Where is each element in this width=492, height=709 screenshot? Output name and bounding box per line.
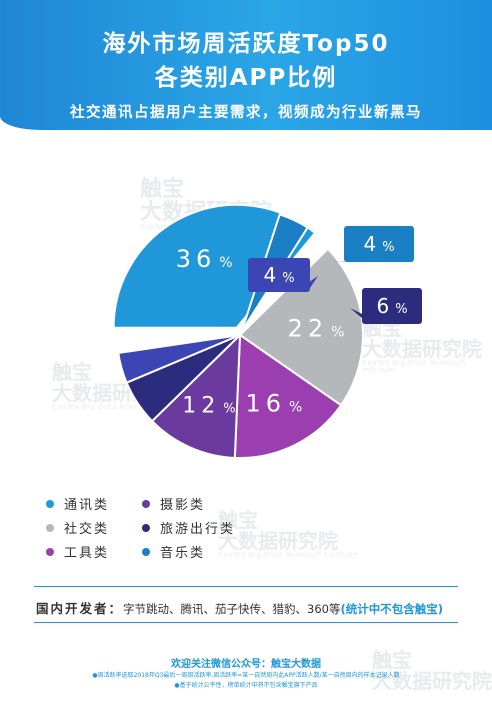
legend-label: 旅游出行类 [160, 522, 236, 537]
watermark-cn-line1: 触宝 [52, 360, 92, 384]
legend-item: 社交类 [46, 518, 109, 537]
developers-note: (统计中不包含触宝) [340, 602, 443, 616]
slice-value-label: 36% [176, 245, 233, 273]
legend-label: 通讯类 [64, 498, 110, 513]
callout-box [344, 226, 414, 262]
legend-item: 通讯类 [46, 494, 109, 513]
watermark-cn-line2: 大数据研究院 [372, 669, 492, 693]
footer-note: ●周活跃率选取2018年Q3最后一周周活跃率,周活跃率=某一自然周内此APP活跃… [92, 672, 400, 679]
developers-line: 国内开发者：字节跳动、腾讯、茄子快传、猎豹、360等(统计中不包含触宝) [36, 598, 443, 617]
legend-label: 工具类 [64, 546, 110, 561]
slice-value-label: 4% [363, 232, 394, 256]
callout-label: 4% [248, 258, 318, 292]
watermark-en: CooTek Big Data Research Institute [362, 359, 466, 375]
slice-value-label: 6% [376, 294, 407, 318]
page-subtitle: 社交通讯占据用户主要需求，视频成为行业新黑马 [70, 105, 422, 121]
header-banner: 海外市场周活跃度Top50 各类别APP比例 社交通讯占据用户主要需求，视频成为… [0, 0, 492, 130]
legend-swatch [46, 523, 54, 532]
watermark: 触宝 大数据研究院 [372, 650, 492, 692]
legend: 通讯类 摄影类 社交类 旅游出行类 工具类 音乐类 [46, 494, 306, 564]
watermark-en: CooTek Big Data Research Institute [52, 403, 192, 411]
slice-value-label: 16% [245, 389, 302, 417]
callout-label: 6% [350, 288, 422, 324]
slice-value-label: 12% [182, 394, 235, 419]
callout-box [362, 288, 422, 324]
page-title-line1: 海外市场周活跃度Top50 [102, 31, 390, 57]
developers-label: 国内开发者： [36, 601, 124, 616]
divider-top [34, 586, 458, 587]
legend-swatch [142, 547, 150, 556]
pie-slice [238, 247, 364, 407]
pie-slice [150, 332, 242, 459]
legend-item: 工具类 [46, 542, 109, 561]
pie-slice [117, 334, 241, 384]
slice-value-label: 22% [288, 315, 345, 343]
page-title-line2: 各类别APP比例 [154, 65, 338, 91]
footer-title: 欢迎关注微信公众号：触宝大数据 [171, 659, 321, 670]
developers-list: 字节跳动、腾讯、茄子快传、猎豹、360等 [123, 602, 341, 616]
slice-value-label: 4% [263, 263, 294, 287]
legend-swatch [142, 523, 150, 532]
watermark: 触宝 大数据研究院 CooTek Big Data Research Insti… [218, 510, 358, 559]
legend-label: 摄影类 [160, 498, 206, 513]
watermark-en: CooTek Big Data Research Institute [218, 551, 358, 559]
callout-label: 4% [330, 226, 414, 262]
legend-swatch [142, 499, 150, 508]
legend-item: 摄影类 [142, 494, 205, 513]
legend-item: 旅游出行类 [142, 518, 235, 537]
legend-item: 音乐类 [142, 542, 205, 561]
legend-swatch [46, 499, 54, 508]
watermark-cn-line1: 触宝 [140, 177, 185, 202]
callout-box [248, 258, 310, 292]
watermark-cn-line1: 触宝 [218, 508, 258, 532]
pie-slice [233, 333, 343, 459]
legend-swatch [46, 547, 54, 556]
footer-note: ●基于统计公平性，榜单统计中将不包含触宝旗下产品 [174, 682, 318, 689]
watermark-cn-line2: 大数据研究院 [362, 337, 482, 361]
divider-bottom [34, 622, 458, 623]
watermark-cn-line1: 触宝 [372, 648, 412, 672]
watermark-cn-line2: 大数据研究院 [218, 529, 338, 553]
legend-label: 音乐类 [160, 546, 206, 561]
pie-slice [112, 203, 317, 329]
legend-label: 社交类 [64, 522, 110, 537]
pie-chart: 36 % 22 % 16 % 12 % 6 % 4 % 4% [112, 203, 422, 459]
